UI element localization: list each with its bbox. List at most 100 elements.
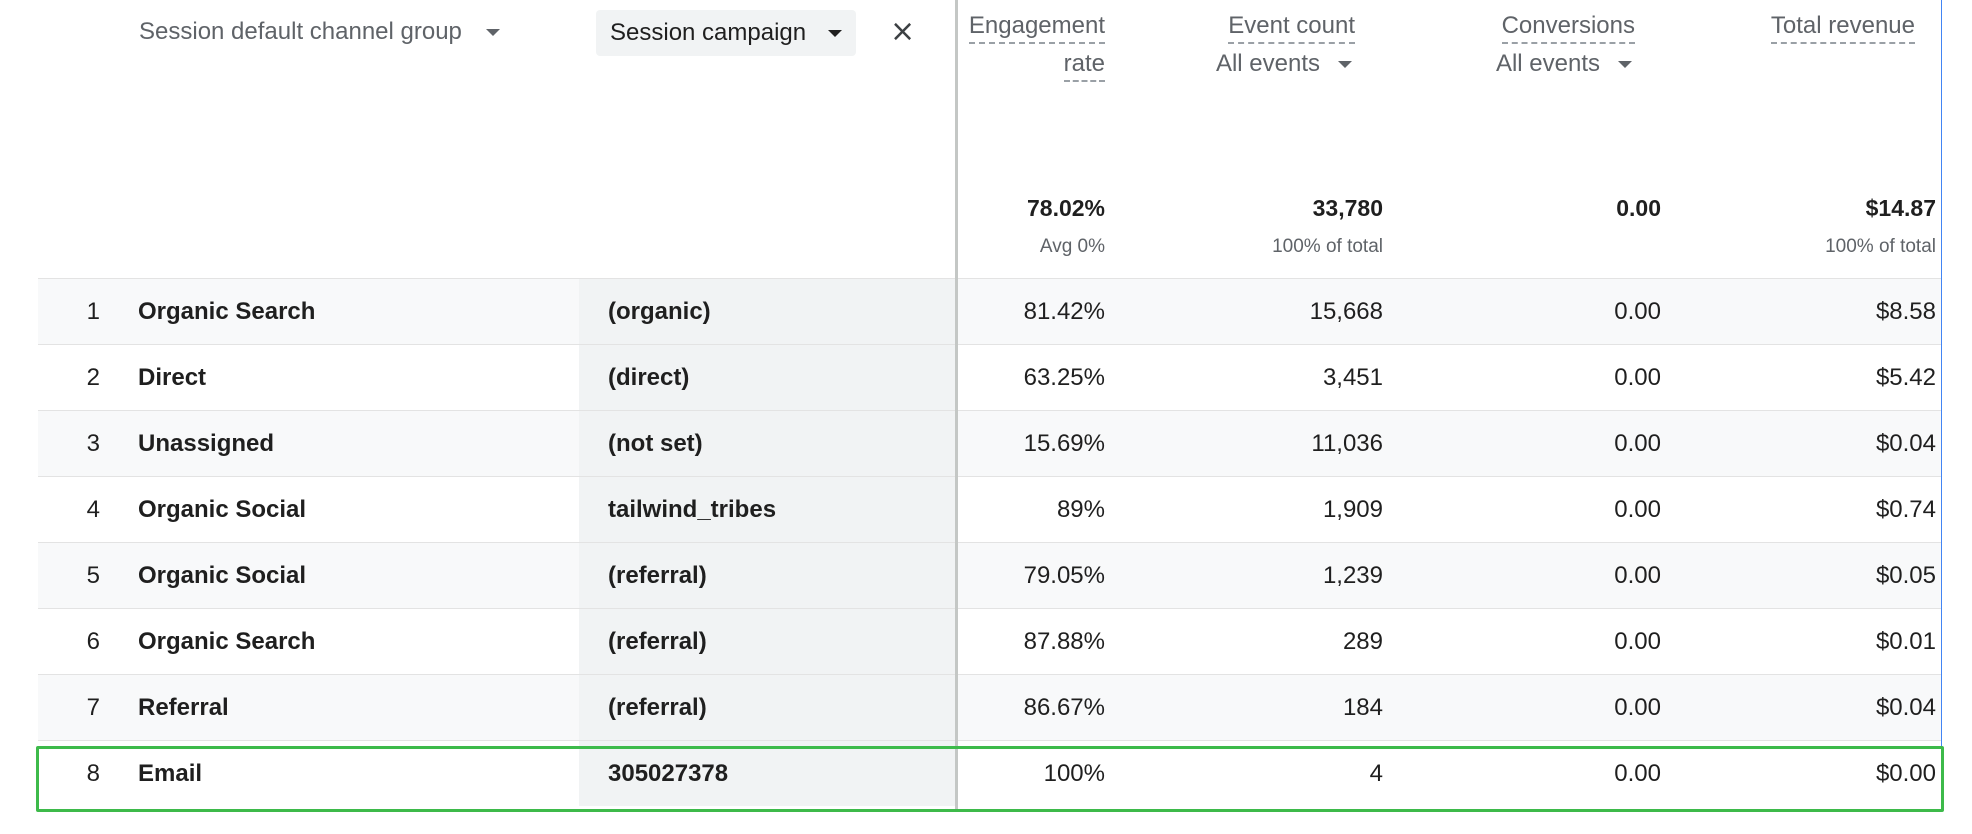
engagement-rate-cell: 89% bbox=[1056, 495, 1105, 523]
channel-group-cell: Email bbox=[138, 759, 203, 787]
event-count-cell: 1,239 bbox=[1322, 561, 1383, 589]
event-count-cell: 15,668 bbox=[1309, 297, 1383, 325]
total-revenue-cell: $5.42 bbox=[1875, 363, 1936, 391]
event-filter-dropdown[interactable]: All events bbox=[1140, 50, 1355, 78]
channel-group-cell: Organic Search bbox=[138, 627, 316, 655]
row-index: 5 bbox=[86, 561, 100, 589]
total-subtext: Avg 0% bbox=[1039, 236, 1105, 257]
conversions-cell: 0.00 bbox=[1614, 759, 1661, 787]
total-event-count: 33,780 100% of total bbox=[1140, 195, 1383, 258]
row-index: 7 bbox=[86, 693, 100, 721]
dimension-selector-channel-group[interactable]: Session default channel group bbox=[139, 17, 500, 47]
campaign-cell-bg bbox=[579, 411, 955, 476]
metric-header-engagement-rate[interactable]: Engagement rate bbox=[900, 12, 1105, 82]
dimension-label: Session default channel group bbox=[139, 18, 462, 45]
campaign-cell: (referral) bbox=[608, 561, 707, 589]
table-row[interactable]: 7 Referral (referral) 86.67% 184 0.00 $0.04 bbox=[38, 674, 1941, 740]
total-revenue-cell: $0.04 bbox=[1875, 693, 1936, 721]
metric-title: Conversions bbox=[1501, 12, 1635, 44]
table-row[interactable]: 1 Organic Search (organic) 81.42% 15,668 0.00… bbox=[38, 278, 1941, 344]
conversions-cell: 0.00 bbox=[1614, 363, 1661, 391]
total-revenue-cell: $0.00 bbox=[1875, 759, 1936, 787]
campaign-cell: (referral) bbox=[608, 693, 707, 721]
campaign-cell: (organic) bbox=[608, 297, 711, 325]
campaign-cell-bg bbox=[579, 345, 955, 410]
table-row[interactable]: 3 Unassigned (not set) 15.69% 11,036 0.00 $0.0… bbox=[38, 410, 1941, 476]
engagement-rate-cell: 63.25% bbox=[1023, 363, 1105, 391]
caret-down-icon bbox=[828, 29, 843, 37]
table-row[interactable]: 4 Organic Social tailwind_tribes 89% 1,909 0.… bbox=[38, 476, 1941, 542]
engagement-rate-cell: 86.67% bbox=[1023, 693, 1105, 721]
event-filter-dropdown[interactable]: All events bbox=[1420, 50, 1635, 78]
total-subtext: 100% of total bbox=[1272, 236, 1383, 257]
table-row[interactable]: 8 Email 305027378 100% 4 0.00 $0.00 bbox=[38, 740, 1941, 806]
caret-down-icon bbox=[485, 28, 500, 36]
metric-header-conversions[interactable]: Conversions All events bbox=[1420, 12, 1635, 78]
campaign-cell: (not set) bbox=[608, 429, 703, 457]
metric-title: Total revenue bbox=[1770, 12, 1915, 44]
total-revenue-cell: $0.04 bbox=[1875, 429, 1936, 457]
campaign-cell-bg bbox=[579, 477, 955, 542]
engagement-rate-cell: 15.69% bbox=[1023, 429, 1105, 457]
total-revenue-cell: $0.05 bbox=[1875, 561, 1936, 589]
event-count-cell: 4 bbox=[1369, 759, 1383, 787]
event-count-cell: 184 bbox=[1342, 693, 1383, 721]
conversions-cell: 0.00 bbox=[1614, 495, 1661, 523]
row-index: 4 bbox=[86, 495, 100, 523]
channel-group-cell: Organic Social bbox=[138, 495, 307, 523]
event-count-cell: 3,451 bbox=[1322, 363, 1383, 391]
metric-title: Engagement bbox=[968, 12, 1105, 44]
channel-group-cell: Organic Search bbox=[138, 297, 316, 325]
column-divider bbox=[955, 0, 958, 812]
table-edge bbox=[1941, 0, 1942, 812]
metric-subtitle: All events bbox=[1495, 50, 1600, 77]
campaign-cell: 305027378 bbox=[608, 759, 729, 787]
table-row[interactable]: 6 Organic Search (referral) 87.88% 289 0.00 $0… bbox=[38, 608, 1941, 674]
engagement-rate-cell: 79.05% bbox=[1023, 561, 1105, 589]
conversions-cell: 0.00 bbox=[1614, 561, 1661, 589]
total-engagement-rate: 78.02% Avg 0% bbox=[900, 195, 1105, 258]
total-value: 0.00 bbox=[1616, 195, 1661, 221]
total-revenue-cell: $0.74 bbox=[1875, 495, 1936, 523]
total-revenue-cell: $8.58 bbox=[1875, 297, 1936, 325]
campaign-cell-bg bbox=[579, 675, 955, 740]
campaign-cell: (direct) bbox=[608, 363, 690, 391]
total-revenue-cell: $0.01 bbox=[1875, 627, 1936, 655]
metric-title: Event count bbox=[1228, 12, 1355, 44]
event-count-cell: 289 bbox=[1342, 627, 1383, 655]
metric-header-total-revenue[interactable]: Total revenue bbox=[1680, 12, 1915, 44]
event-count-cell: 11,036 bbox=[1311, 429, 1383, 457]
table-row[interactable]: 2 Direct (direct) 63.25% 3,451 0.00 $5.42 bbox=[38, 344, 1941, 410]
channel-group-cell: Direct bbox=[138, 363, 207, 391]
engagement-rate-cell: 100% bbox=[1043, 759, 1105, 787]
row-index: 2 bbox=[86, 363, 100, 391]
campaign-cell-bg bbox=[579, 741, 955, 806]
row-index: 6 bbox=[86, 627, 100, 655]
channel-group-cell: Unassigned bbox=[138, 429, 275, 457]
caret-down-icon bbox=[1338, 60, 1352, 68]
table-row[interactable]: 5 Organic Social (referral) 79.05% 1,239 0.00… bbox=[38, 542, 1941, 608]
total-conversions: 0.00 bbox=[1420, 195, 1661, 236]
campaign-cell-bg bbox=[579, 279, 955, 344]
engagement-rate-cell: 87.88% bbox=[1023, 627, 1105, 655]
row-index: 8 bbox=[86, 759, 100, 787]
conversions-cell: 0.00 bbox=[1614, 429, 1661, 457]
campaign-cell: (referral) bbox=[608, 627, 707, 655]
campaign-cell-bg bbox=[579, 609, 955, 674]
dimension-selector-campaign[interactable]: Session campaign bbox=[596, 10, 857, 56]
metric-header-event-count[interactable]: Event count All events bbox=[1140, 12, 1355, 78]
row-index: 1 bbox=[86, 297, 100, 325]
campaign-cell-bg bbox=[579, 543, 955, 608]
engagement-rate-cell: 81.42% bbox=[1023, 297, 1105, 325]
total-value: $14.87 bbox=[1865, 195, 1936, 221]
event-count-cell: 1,909 bbox=[1322, 495, 1383, 523]
channel-group-cell: Referral bbox=[138, 693, 229, 721]
data-table: 1 Organic Search (organic) 81.42% 15,668 0.00… bbox=[38, 278, 1941, 806]
channel-group-cell: Organic Social bbox=[138, 561, 307, 589]
caret-down-icon bbox=[1618, 60, 1632, 68]
close-icon[interactable]: × bbox=[890, 14, 916, 49]
metric-subtitle: All events bbox=[1215, 50, 1320, 77]
total-subtext: 100% of total bbox=[1825, 236, 1936, 257]
total-value: 33,780 bbox=[1312, 195, 1383, 221]
dimension-label: Session campaign bbox=[610, 19, 807, 46]
